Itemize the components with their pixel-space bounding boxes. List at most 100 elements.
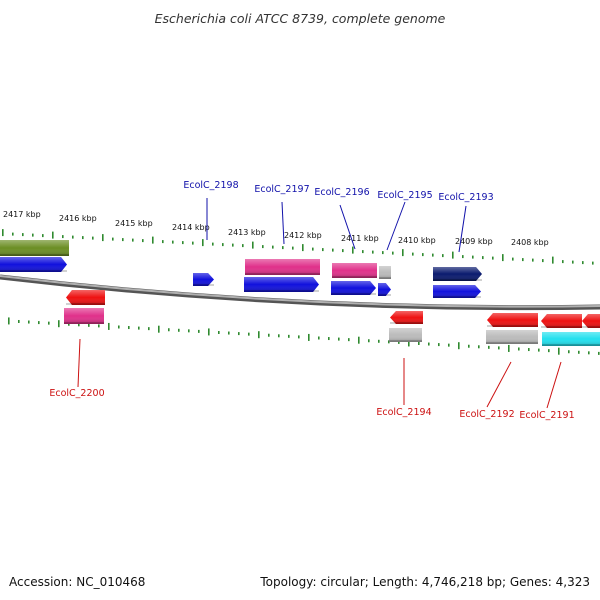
inner-ruler-tick (538, 348, 540, 352)
gene-feature[interactable] (378, 283, 391, 296)
forward-outer-track (0, 240, 482, 281)
outer-ruler-tick (502, 254, 504, 262)
gene-feature[interactable] (389, 328, 422, 342)
inner-ruler-tick (488, 345, 490, 349)
inner-ruler-tick (148, 327, 150, 331)
outer-ruler-tick (592, 261, 594, 265)
ruler-tick-label: 2417 kbp (3, 210, 41, 219)
outer-ruler-tick (102, 234, 104, 242)
ruler-tick-label: 2413 kbp (228, 228, 266, 237)
gene-feature[interactable] (0, 257, 67, 272)
gene-feature[interactable] (66, 290, 105, 305)
gene-feature[interactable] (193, 273, 214, 286)
inner-ruler-tick (378, 339, 380, 343)
inner-ruler-tick (268, 333, 270, 337)
inner-ruler-tick (28, 320, 30, 324)
outer-tick-ruler (2, 229, 594, 265)
gene-labels: EcolC_2198 EcolC_2197 EcolC_2196 EcolC_2195… (49, 180, 574, 421)
inner-ruler-tick (138, 326, 140, 330)
outer-ruler-tick (442, 254, 444, 258)
outer-ruler-tick (172, 240, 174, 244)
inner-ruler-tick (318, 336, 320, 340)
outer-ruler-tick (462, 255, 464, 259)
forward-inner-track (0, 257, 481, 298)
reverse-outer-track (64, 308, 600, 346)
inner-ruler-tick (478, 345, 480, 349)
outer-ruler-tick (492, 256, 494, 260)
gene-feature[interactable] (379, 266, 391, 279)
outer-ruler-tick (512, 257, 514, 261)
reverse-inner-track (66, 290, 600, 328)
outer-ruler-tick (372, 250, 374, 254)
inner-ruler-tick (438, 343, 440, 347)
gene-feature[interactable] (331, 281, 376, 295)
inner-tick-ruler (8, 317, 600, 355)
inner-ruler-tick (598, 351, 600, 355)
inner-ruler-tick (298, 335, 300, 339)
outer-ruler-tick (582, 261, 584, 265)
inner-ruler-tick (188, 329, 190, 333)
gene-feature[interactable] (245, 259, 320, 275)
gene-feature[interactable] (487, 313, 538, 327)
inner-ruler-tick (388, 340, 390, 344)
gene-label-forward: EcolC_2195 (377, 190, 432, 201)
gene-feature[interactable] (244, 277, 319, 292)
ruler-tick-label: 2415 kbp (115, 219, 153, 228)
gene-feature[interactable] (582, 314, 600, 328)
outer-ruler-tick (382, 251, 384, 255)
outer-ruler-tick (322, 248, 324, 252)
gene-label-forward: EcolC_2197 (254, 184, 309, 195)
gene-feature[interactable] (486, 330, 538, 344)
inner-ruler-tick (238, 332, 240, 336)
inner-ruler-tick (258, 331, 260, 339)
gene-leader-line (458, 205, 467, 253)
inner-ruler-tick (408, 339, 410, 347)
inner-ruler-tick (218, 330, 220, 334)
gene-feature[interactable] (433, 267, 482, 281)
accession-text: Accession: NC_010468 (9, 575, 145, 589)
gene-feature[interactable] (541, 314, 582, 328)
inner-ruler-tick (228, 331, 230, 335)
outer-ruler-tick (212, 242, 214, 246)
outer-ruler-tick (342, 249, 344, 253)
inner-ruler-tick (418, 341, 420, 345)
inner-ruler-tick (328, 337, 330, 341)
inner-ruler-tick (278, 334, 280, 338)
outer-ruler-tick (392, 251, 394, 255)
outer-ruler-tick (42, 234, 44, 238)
inner-ruler-tick (558, 347, 560, 355)
inner-ruler-tick (448, 343, 450, 347)
inner-ruler-tick (118, 325, 120, 329)
genome-axis (0, 274, 600, 311)
gene-feature[interactable] (64, 308, 104, 324)
gene-feature[interactable] (433, 285, 481, 298)
inner-ruler-tick (498, 346, 500, 350)
outer-ruler-tick (202, 239, 204, 247)
outer-ruler-tick (152, 236, 154, 244)
gene-leader-line (486, 361, 512, 408)
inner-ruler-tick (158, 325, 160, 333)
inner-ruler-tick (108, 322, 110, 330)
outer-ruler-tick (22, 233, 24, 237)
inner-ruler-tick (288, 334, 290, 338)
inner-ruler-tick (48, 321, 50, 325)
gene-feature[interactable] (542, 332, 600, 346)
gene-feature[interactable] (0, 240, 69, 256)
outer-ruler-tick (282, 246, 284, 250)
inner-ruler-tick (468, 344, 470, 348)
inner-ruler-tick (548, 349, 550, 353)
inner-ruler-tick (168, 328, 170, 332)
gene-feature[interactable] (332, 263, 377, 278)
inner-ruler-tick (68, 322, 70, 326)
outer-ruler-tick (352, 246, 354, 254)
ruler-tick-label: 2409 kbp (455, 237, 493, 246)
gene-leader-line (77, 338, 81, 388)
gene-feature[interactable] (390, 311, 423, 324)
outer-ruler-tick (262, 245, 264, 249)
gene-label-reverse: EcolC_2192 (459, 409, 514, 420)
outer-ruler-tick (552, 256, 554, 264)
gene-label-forward: EcolC_2198 (183, 180, 238, 191)
outer-ruler-tick (162, 240, 164, 244)
inner-ruler-tick (568, 350, 570, 354)
gene-label-reverse: EcolC_2200 (49, 388, 104, 399)
